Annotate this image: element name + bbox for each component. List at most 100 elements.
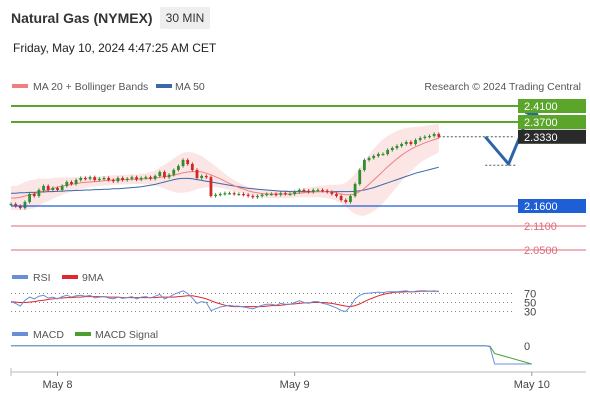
price-bar xyxy=(186,160,190,164)
price-bar xyxy=(423,136,427,138)
price-bar xyxy=(270,194,273,196)
price-bar xyxy=(237,194,241,196)
instrument-title: Natural Gas (NYMEX) xyxy=(11,10,153,26)
timestamp: Friday, May 10, 2024 4:47:25 AM CET xyxy=(13,41,217,55)
current-price-tag xyxy=(518,129,586,144)
price-bar xyxy=(46,186,50,190)
level-label-resistance: 2.3700 xyxy=(524,117,558,129)
bollinger-band xyxy=(11,123,439,216)
legend-rsi-swatch xyxy=(12,275,28,279)
price-bar xyxy=(274,194,278,196)
price-bar xyxy=(316,190,320,192)
level-label-support: 2.1600 xyxy=(524,201,558,213)
price-bar xyxy=(307,190,310,192)
rsi-level-label: 30 xyxy=(524,307,536,319)
price-bar xyxy=(283,193,287,195)
price-bar xyxy=(349,196,352,202)
price-bar xyxy=(144,177,148,179)
legend-macd-swatch xyxy=(12,332,28,336)
legend-rsi-label: RSI xyxy=(33,272,51,284)
price-bar xyxy=(84,178,87,180)
price-bar xyxy=(400,144,403,146)
price-bar xyxy=(228,193,231,195)
level-label-secondary: 2.1100 xyxy=(524,221,557,233)
price-bar xyxy=(97,178,101,180)
price-bar xyxy=(60,186,64,190)
price-bar xyxy=(367,158,371,160)
price-bar xyxy=(418,138,422,140)
watermark: Research © 2024 Trading Central xyxy=(424,81,581,93)
price-bar xyxy=(395,146,399,148)
price-bar xyxy=(9,204,13,206)
legend-ma50-label: MA 50 xyxy=(175,81,205,93)
price-bar xyxy=(14,204,18,206)
price-bar xyxy=(265,194,269,196)
price-bar xyxy=(339,196,343,200)
price-bar xyxy=(163,172,166,178)
price-bar xyxy=(28,194,31,202)
price-bar xyxy=(428,136,431,138)
price-bar xyxy=(74,180,78,184)
price-bar xyxy=(111,180,115,182)
price-bar xyxy=(51,188,55,190)
price-bar xyxy=(390,148,394,150)
price-bar xyxy=(288,194,292,196)
legend-9ma-label: 9MA xyxy=(82,272,104,284)
price-bar xyxy=(195,170,199,178)
legend-9ma-swatch xyxy=(62,275,78,279)
level-label-resistance: 2.4100 xyxy=(524,101,558,113)
price-bar xyxy=(190,164,194,170)
legend-ma20-label: MA 20 + Bollinger Bands xyxy=(33,81,148,93)
price-bar xyxy=(18,206,22,208)
rsi-ma-line xyxy=(10,290,439,308)
rsi-level-label: 70 xyxy=(524,289,536,301)
macd-line xyxy=(11,345,532,365)
macd-signal-line xyxy=(11,345,532,365)
price-bar xyxy=(88,177,92,179)
ma20-line xyxy=(11,137,439,199)
time-tick-label: May 8 xyxy=(43,379,73,391)
price-bar xyxy=(42,186,45,190)
price-bar xyxy=(330,192,334,194)
price-bar xyxy=(102,178,106,180)
price-bar xyxy=(158,172,162,176)
price-bar xyxy=(130,177,134,179)
price-bar xyxy=(344,200,348,202)
time-tick-label: May 9 xyxy=(280,379,310,391)
price-bar xyxy=(149,177,152,179)
price-bar xyxy=(177,166,180,170)
price-bar xyxy=(223,193,227,195)
price-bar xyxy=(260,194,264,196)
price-bar xyxy=(376,154,380,156)
price-bar xyxy=(302,190,306,192)
price-bar xyxy=(279,193,283,195)
price-bar xyxy=(311,190,315,192)
legend-macd-label: MACD xyxy=(33,329,64,341)
price-bar xyxy=(232,193,236,195)
price-bar xyxy=(404,142,408,144)
price-bar xyxy=(209,177,213,196)
price-levels: 2.4100 2.3700 2.3330 2.1600 2.1100 2.0500 xyxy=(11,99,586,257)
price-bar xyxy=(414,140,417,144)
level-label-current: 2.3330 xyxy=(524,132,558,144)
price-bar xyxy=(32,194,36,196)
price-bar xyxy=(93,177,97,180)
ma50-line xyxy=(11,166,439,194)
price-bar xyxy=(56,188,59,190)
price-bar xyxy=(297,190,301,192)
price-bar xyxy=(23,202,27,208)
timeframe-button[interactable]: 30 MIN xyxy=(160,7,210,29)
price-bar xyxy=(242,194,245,196)
price-bar xyxy=(125,178,129,180)
level-tag-resistance xyxy=(518,99,586,113)
price-panel xyxy=(9,102,539,216)
price-bar xyxy=(167,174,171,178)
price-bar xyxy=(70,182,73,184)
time-tick-label: May 10 xyxy=(514,379,550,391)
price-bar xyxy=(358,170,362,184)
price-bar xyxy=(246,194,250,196)
legend-macd-signal-label: MACD Signal xyxy=(95,329,158,341)
